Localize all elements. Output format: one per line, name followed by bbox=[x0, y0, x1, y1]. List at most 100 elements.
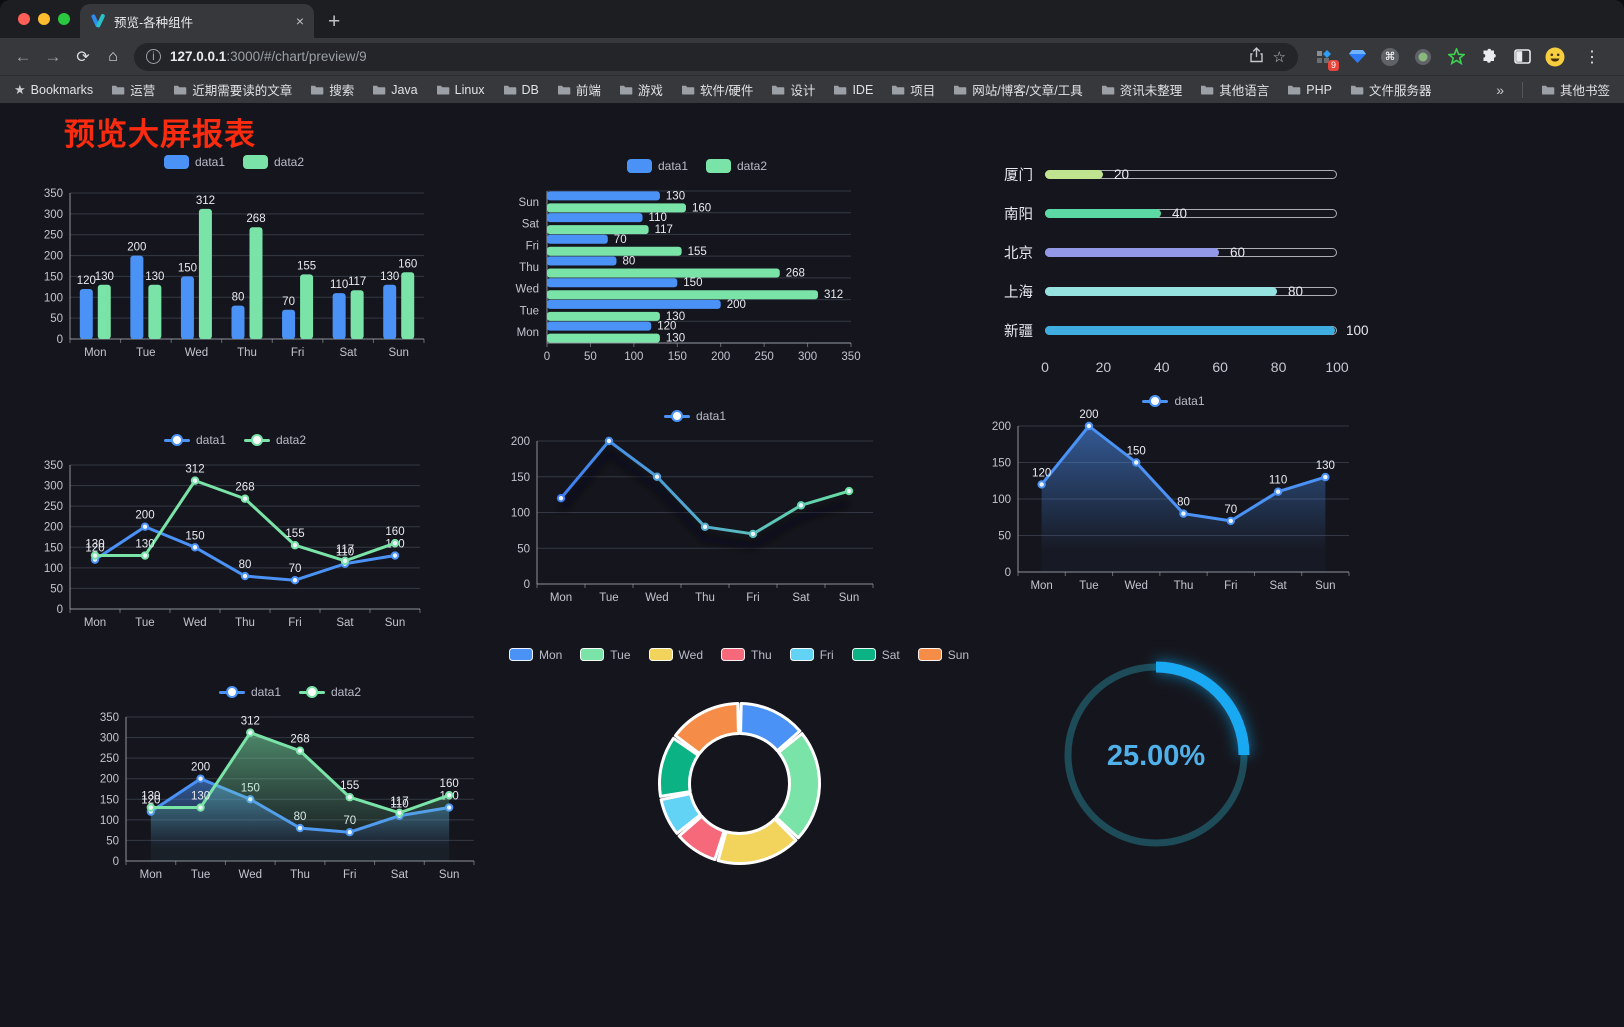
svg-text:200: 200 bbox=[511, 436, 530, 448]
new-tab-button[interactable]: + bbox=[328, 10, 341, 33]
legend-item-Wed[interactable]: Wed bbox=[648, 647, 703, 662]
profile-avatar[interactable] bbox=[1545, 47, 1565, 67]
chart-line-area-single: data1 0 50 100 150 200 Mon Tue Wed Thu Fri Sat Sun 12… bbox=[984, 384, 1363, 598]
svg-text:268: 268 bbox=[235, 482, 254, 494]
browser-menu-icon[interactable]: ⋮ bbox=[1584, 48, 1600, 66]
side-panel-icon[interactable] bbox=[1512, 47, 1532, 67]
svg-text:130: 130 bbox=[1316, 460, 1335, 472]
donut-plot bbox=[657, 702, 821, 865]
progress-track: 60 bbox=[1045, 245, 1337, 260]
legend-swatch bbox=[706, 159, 731, 173]
home-icon[interactable]: ⌂ bbox=[108, 47, 118, 65]
bookmark-folder[interactable]: 设计 bbox=[771, 80, 815, 99]
bookmark-folder[interactable]: 项目 bbox=[891, 80, 935, 99]
legend-item-Thu[interactable]: Thu bbox=[721, 648, 772, 662]
axis-tick-label: 0 bbox=[1041, 359, 1049, 375]
legend-item-Sun[interactable]: Sun bbox=[917, 648, 969, 662]
svg-text:50: 50 bbox=[106, 835, 119, 847]
extensions-puzzle-icon[interactable] bbox=[1479, 47, 1499, 67]
legend-item-Fri[interactable]: Fri bbox=[789, 648, 834, 662]
bookmark-folder[interactable]: 网站/博客/文章/工具 bbox=[953, 80, 1083, 99]
zoom-window-button[interactable] bbox=[58, 13, 70, 25]
bookmark-folder[interactable]: DB bbox=[503, 80, 539, 99]
bookmark-folder[interactable]: 搜索 bbox=[310, 80, 354, 99]
site-info-icon[interactable]: i bbox=[146, 49, 161, 64]
bookmark-folder[interactable]: 近期需要读的文章 bbox=[173, 80, 292, 99]
window-controls bbox=[18, 13, 70, 25]
bookmark-folder[interactable]: 游戏 bbox=[619, 80, 663, 99]
forward-icon[interactable]: → bbox=[44, 46, 62, 66]
legend-item-data1[interactable]: data1 bbox=[163, 155, 225, 169]
svg-text:Wed: Wed bbox=[645, 592, 668, 604]
other-bookmarks-item[interactable]: 其他书签 bbox=[1541, 80, 1610, 99]
browser-tab[interactable]: 预览-各种组件 × bbox=[80, 4, 314, 38]
legend-swatch bbox=[218, 686, 245, 698]
folder-icon bbox=[557, 85, 571, 95]
progress-fill bbox=[1045, 247, 1219, 257]
bookmark-folder[interactable]: IDE bbox=[833, 80, 873, 99]
svg-text:160: 160 bbox=[385, 526, 404, 538]
bookmark-folder[interactable]: 资讯未整理 bbox=[1101, 80, 1182, 99]
svg-text:268: 268 bbox=[290, 734, 309, 746]
legend-item-data1[interactable]: data1 bbox=[163, 433, 226, 447]
bookmark-folder[interactable]: 软件/硬件 bbox=[681, 80, 753, 99]
back-icon[interactable]: ← bbox=[14, 46, 32, 66]
minimize-window-button[interactable] bbox=[38, 13, 50, 25]
bookmark-star-icon[interactable]: ☆ bbox=[1272, 48, 1286, 66]
legend-item-data1[interactable]: data1 bbox=[1142, 394, 1205, 408]
svg-text:200: 200 bbox=[1079, 409, 1098, 421]
extension-grid-icon[interactable]: 9 bbox=[1314, 47, 1339, 71]
svg-text:200: 200 bbox=[44, 522, 63, 534]
legend-item-Sat[interactable]: Sat bbox=[851, 648, 900, 662]
bookmark-folder[interactable]: PHP bbox=[1287, 80, 1332, 99]
extension-command-icon[interactable]: ⌘ bbox=[1380, 47, 1400, 67]
svg-text:Sat: Sat bbox=[522, 219, 540, 231]
svg-text:200: 200 bbox=[135, 510, 154, 522]
legend-item-data2[interactable]: data2 bbox=[706, 159, 767, 173]
legend-item-Tue[interactable]: Tue bbox=[580, 648, 631, 662]
bookmarks-root-item[interactable]: ★ Bookmarks bbox=[14, 82, 93, 98]
bookmark-folder[interactable]: 前端 bbox=[557, 80, 601, 99]
legend-item-data2[interactable]: data2 bbox=[244, 433, 306, 447]
legend-label: Wed bbox=[678, 647, 703, 662]
bookmark-folder[interactable]: 文件服务器 bbox=[1350, 80, 1431, 99]
svg-text:120: 120 bbox=[141, 795, 160, 807]
legend-swatch bbox=[243, 155, 268, 169]
svg-text:200: 200 bbox=[711, 351, 730, 363]
legend-item-data2[interactable]: data2 bbox=[243, 155, 304, 169]
tab-close-icon[interactable]: × bbox=[295, 13, 304, 29]
bookmark-folder[interactable]: 其他语言 bbox=[1200, 80, 1269, 99]
extension-green-star-icon[interactable] bbox=[1446, 47, 1466, 67]
line-area-single-plot: 0 50 100 150 200 Mon Tue Wed Thu Fri Sat Sun 120 200 1… bbox=[992, 409, 1350, 592]
axis-tick-label: 20 bbox=[1095, 359, 1112, 375]
chart-line-area-two: data1 data2 0 50 100 150 200 250 300 350 Mon Tue Wed… bbox=[92, 675, 488, 887]
progress-label: 厦门 bbox=[1004, 167, 1033, 184]
svg-text:117: 117 bbox=[348, 276, 366, 288]
bookmarks-overflow-chevron[interactable]: » bbox=[1496, 81, 1504, 98]
bar-horizontal-plot: 0 50 100 150 200 250 300 350 Sun Sat Fri Thu Wed Tue M… bbox=[516, 190, 861, 363]
legend-item-data2[interactable]: data2 bbox=[299, 685, 361, 699]
svg-text:110: 110 bbox=[649, 212, 667, 224]
address-bar[interactable]: i 127.0.0.1:3000/#/chart/preview/9 ☆ bbox=[134, 42, 1298, 71]
svg-text:Wed: Wed bbox=[1124, 580, 1147, 592]
share-icon[interactable] bbox=[1249, 46, 1264, 67]
reload-icon[interactable]: ⟳ bbox=[76, 48, 90, 66]
folder-icon bbox=[772, 85, 785, 95]
bar-horizontal-legend: data1 data2 bbox=[626, 155, 767, 177]
extension-gem-icon[interactable] bbox=[1347, 47, 1367, 67]
legend-label: data1 bbox=[195, 433, 226, 447]
legend-item-Mon[interactable]: Mon bbox=[508, 648, 562, 662]
bookmark-folder[interactable]: Java bbox=[372, 80, 418, 99]
extension-record-icon[interactable] bbox=[1413, 47, 1433, 67]
svg-text:Sat: Sat bbox=[340, 347, 358, 359]
bookmark-folder[interactable]: Linux bbox=[436, 80, 485, 99]
legend-item-data1[interactable]: data1 bbox=[663, 409, 726, 423]
legend-item-data1[interactable]: data1 bbox=[626, 159, 688, 173]
close-window-button[interactable] bbox=[18, 13, 30, 25]
svg-text:312: 312 bbox=[185, 464, 204, 476]
url-text[interactable]: 127.0.0.1:3000/#/chart/preview/9 bbox=[170, 49, 1240, 64]
legend-item-data1[interactable]: data1 bbox=[218, 685, 281, 699]
bookmark-folder[interactable]: 运营 bbox=[111, 80, 155, 99]
svg-text:300: 300 bbox=[44, 209, 63, 221]
donut-legend: Mon Tue Wed Thu Fri Sat Sun bbox=[508, 647, 969, 662]
